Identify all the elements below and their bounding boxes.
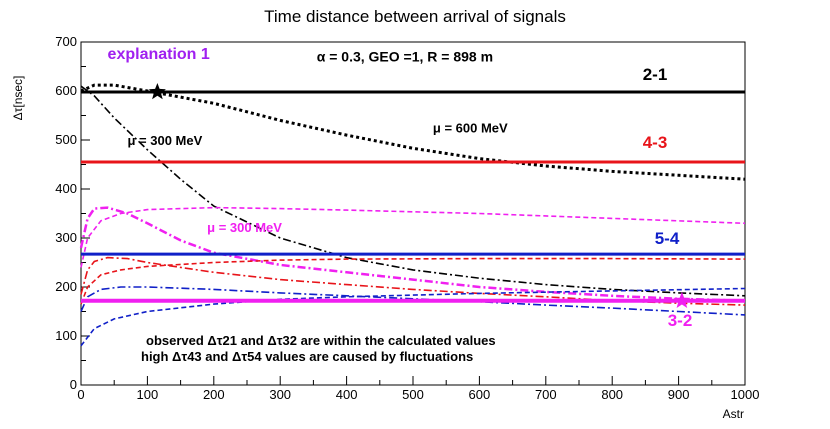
series-line-1 bbox=[80, 85, 746, 297]
x-axis-label: Astr bbox=[723, 407, 744, 421]
note-line-1: high Δτ43 and Δτ54 values are caused by … bbox=[141, 349, 473, 364]
y-tick-label-500: 500 bbox=[55, 132, 77, 147]
annotation-3: μ = 600 MeV bbox=[433, 121, 508, 136]
y-tick-label-0: 0 bbox=[70, 377, 77, 392]
y-tick-label-200: 200 bbox=[55, 279, 77, 294]
level-label-4-3: 4-3 bbox=[643, 133, 668, 152]
star-3-2 bbox=[673, 291, 691, 308]
x-tick-label-1000: 1000 bbox=[731, 387, 760, 402]
level-label-5-4: 5-4 bbox=[655, 229, 680, 248]
x-tick-label-500: 500 bbox=[402, 387, 424, 402]
y-tick-label-700: 700 bbox=[55, 34, 77, 49]
plot-area: 0 100 200 300 400 500 600 700 800 900 1000 0 100 200 3… bbox=[55, 34, 759, 402]
series-line-2 bbox=[80, 206, 746, 268]
x-tick-label-800: 800 bbox=[601, 387, 623, 402]
x-tick-label-600: 600 bbox=[469, 387, 491, 402]
y-tick-label-600: 600 bbox=[55, 83, 77, 98]
series-line-4 bbox=[80, 257, 746, 305]
x-tick-label-0: 0 bbox=[77, 387, 84, 402]
annotation-2: μ = 300 MeV bbox=[127, 133, 202, 148]
x-tick-label-400: 400 bbox=[336, 387, 358, 402]
series-line-0 bbox=[80, 83, 746, 181]
chart-title: Time distance between arrival of signals bbox=[264, 7, 566, 26]
star-2-1 bbox=[148, 83, 166, 100]
level-label-3-2: 3-2 bbox=[668, 311, 693, 330]
series-line-3 bbox=[79, 206, 746, 302]
annotation-0: explanation 1 bbox=[108, 46, 210, 63]
x-tick-label-900: 900 bbox=[668, 387, 690, 402]
series-line-7 bbox=[80, 286, 746, 316]
note-line-0: observed Δτ21 and Δτ32 are within the ca… bbox=[146, 333, 496, 348]
y-tick-label-100: 100 bbox=[55, 328, 77, 343]
level-label-2-1: 2-1 bbox=[643, 65, 668, 84]
x-tick-label-700: 700 bbox=[535, 387, 557, 402]
y-tick-label-400: 400 bbox=[55, 181, 77, 196]
x-tick-label-200: 200 bbox=[203, 387, 225, 402]
x-tick-label-300: 300 bbox=[269, 387, 291, 402]
y-tick-label-300: 300 bbox=[55, 230, 77, 245]
x-tick-label-100: 100 bbox=[137, 387, 159, 402]
annotation-4: μ = 300 MeV bbox=[207, 220, 282, 235]
annotation-1: α = 0.3, GEO =1, R = 898 m bbox=[317, 49, 493, 65]
y-axis-label: Δτ[nsec] bbox=[11, 76, 25, 121]
